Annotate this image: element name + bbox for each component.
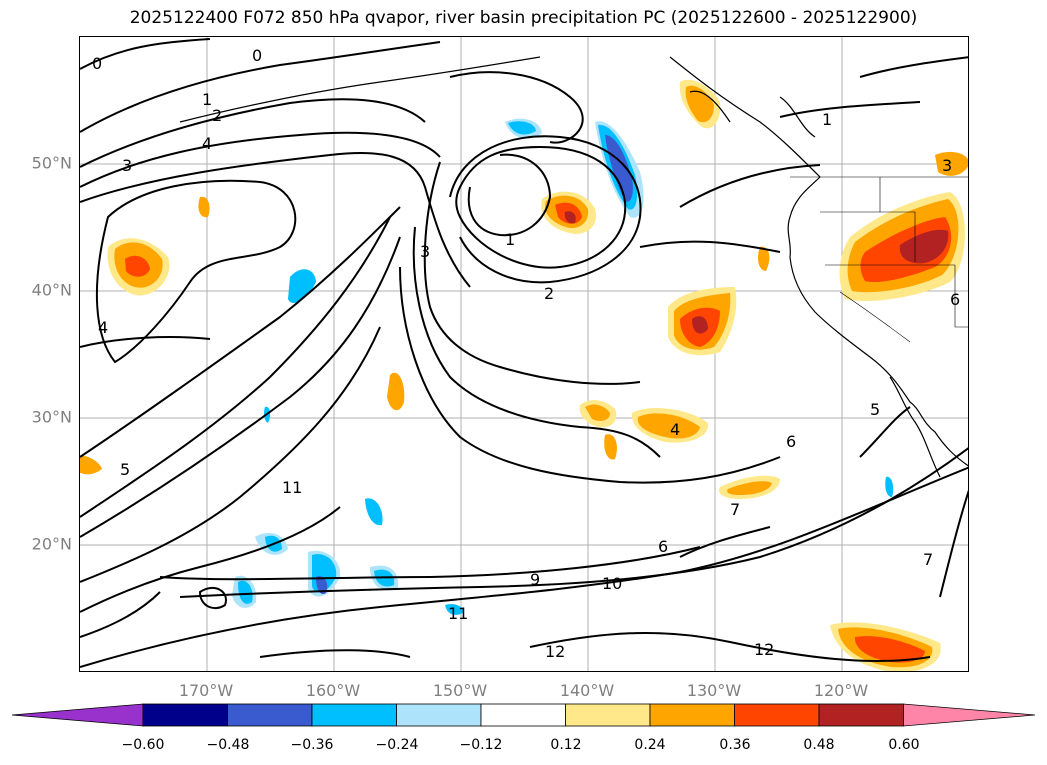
lon-label-140w: 140°W bbox=[559, 681, 615, 700]
colorbar-cell bbox=[480, 703, 566, 727]
colorbar-cell bbox=[396, 703, 482, 727]
colorbar-cell bbox=[734, 703, 820, 727]
contour-label: 3 bbox=[420, 242, 430, 261]
colorbar-tick-label: −0.12 bbox=[459, 737, 503, 753]
map-canvas: 0 0 1 2 3 4 1 2 3 4 5 6 7 9 10 11 11 12 … bbox=[80, 37, 968, 671]
lon-label-130w: 130°W bbox=[686, 681, 742, 700]
contour-label: 0 bbox=[92, 54, 102, 73]
contour-label: 4 bbox=[670, 420, 680, 439]
colorbar-cell bbox=[311, 703, 397, 727]
colorbar-extend-max bbox=[903, 703, 1036, 727]
colorbar-cell bbox=[142, 703, 228, 727]
contour-label: 1 bbox=[822, 110, 832, 129]
contour-label: 3 bbox=[122, 156, 132, 175]
colorbar-tick-label: −0.48 bbox=[206, 737, 250, 753]
contour-label: 9 bbox=[530, 570, 540, 589]
contour-label: 2 bbox=[212, 106, 222, 125]
contour-label: 6 bbox=[786, 432, 796, 451]
colorbar-tick-label: 0.12 bbox=[550, 737, 582, 753]
contour-label: 1 bbox=[202, 90, 212, 109]
colorbar bbox=[11, 703, 1036, 727]
colorbar-tick-label: −0.60 bbox=[121, 737, 165, 753]
colorbar-tick-label: −0.36 bbox=[290, 737, 334, 753]
colorbar-extend-min bbox=[11, 703, 144, 727]
map-panel[interactable]: 0 0 1 2 3 4 1 2 3 4 5 6 7 9 10 11 11 12 … bbox=[79, 36, 969, 672]
contour-label: 12 bbox=[545, 642, 565, 661]
colorbar-tick-label: 0.36 bbox=[719, 737, 751, 753]
lon-label-170w: 170°W bbox=[178, 681, 234, 700]
contour-label: 10 bbox=[602, 574, 622, 593]
contour-label: 6 bbox=[658, 537, 668, 556]
contour-label: 5 bbox=[870, 400, 880, 419]
contour-label: 2 bbox=[544, 284, 554, 303]
contour-label: 6 bbox=[950, 290, 960, 309]
lon-label-120w: 120°W bbox=[813, 681, 869, 700]
contour-label: 11 bbox=[282, 478, 302, 497]
contour-label: 3 bbox=[942, 156, 952, 175]
colorbar-cell bbox=[227, 703, 313, 727]
precip-positive-shading bbox=[80, 79, 968, 671]
colorbar-cell bbox=[649, 703, 735, 727]
political-borders bbox=[790, 176, 968, 343]
lat-label-30n: 30°N bbox=[31, 407, 72, 427]
lat-label-50n: 50°N bbox=[31, 153, 72, 173]
lon-label-150w: 150°W bbox=[432, 681, 488, 700]
contour-label: 0 bbox=[252, 46, 262, 65]
lon-label-160w: 160°W bbox=[305, 681, 361, 700]
contour-label: 7 bbox=[923, 550, 933, 569]
map-title: 2025122400 F072 850 hPa qvapor, river ba… bbox=[129, 8, 918, 28]
colorbar-cell bbox=[565, 703, 651, 727]
lat-label-40n: 40°N bbox=[31, 280, 72, 300]
contour-label: 1 bbox=[505, 230, 515, 249]
contour-label: 12 bbox=[754, 640, 774, 659]
qvapor-contours bbox=[80, 38, 968, 668]
contour-label: 5 bbox=[120, 460, 130, 479]
colorbar-tick-label: −0.24 bbox=[375, 737, 419, 753]
colorbar-tick-label: 0.48 bbox=[803, 737, 835, 753]
colorbar-tick-label: 0.60 bbox=[888, 737, 920, 753]
contour-label: 7 bbox=[730, 500, 740, 519]
coastlines bbox=[179, 56, 968, 478]
contour-labels: 0 0 1 2 3 4 1 2 3 4 5 6 7 9 10 11 11 12 … bbox=[92, 46, 960, 661]
colorbar-tick-label: 0.24 bbox=[634, 737, 666, 753]
colorbar-cell bbox=[818, 703, 904, 727]
contour-label: 4 bbox=[202, 134, 212, 153]
precip-negative-shading bbox=[232, 118, 894, 615]
contour-label: 4 bbox=[98, 318, 108, 337]
lat-label-20n: 20°N bbox=[31, 534, 72, 554]
contour-label: 11 bbox=[448, 604, 468, 623]
